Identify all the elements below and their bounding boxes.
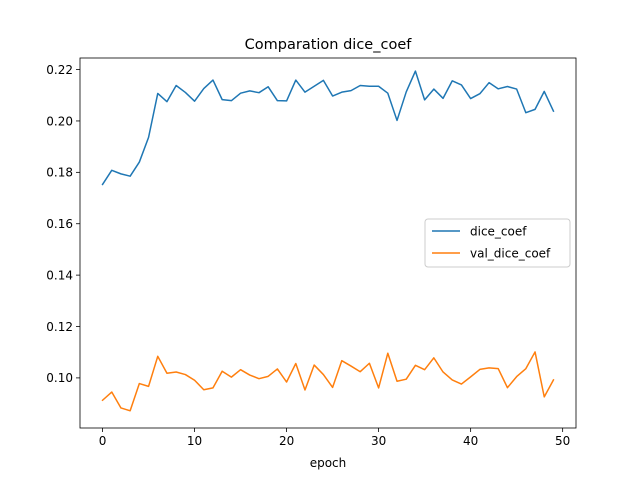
y-tick-label: 0.18 xyxy=(46,166,73,180)
x-tick-label: 50 xyxy=(555,434,570,448)
legend-box xyxy=(424,218,571,268)
x-tick-label: 20 xyxy=(279,434,294,448)
y-tick-label: 0.10 xyxy=(46,371,73,385)
plot-area xyxy=(101,70,555,412)
legend-label-val-dice-coef: val_dice_coef xyxy=(470,247,551,261)
y-tick-label: 0.16 xyxy=(46,217,73,231)
x-tick-label: 30 xyxy=(371,434,386,448)
y-axis: 0.10 0.12 0.14 0.16 0.18 0.20 0.22 xyxy=(46,63,80,385)
x-axis: 0 10 20 30 40 50 xyxy=(99,428,570,448)
x-tick-label: 0 xyxy=(99,434,107,448)
series-line-dice-coef xyxy=(101,70,555,186)
y-tick-label: 0.20 xyxy=(46,114,73,128)
x-tick-label: 40 xyxy=(463,434,478,448)
chart-title: Comparation dice_coef xyxy=(245,37,413,53)
y-tick-label: 0.22 xyxy=(46,63,73,77)
y-tick-label: 0.12 xyxy=(46,320,73,334)
y-tick-label: 0.14 xyxy=(46,268,73,282)
series-line-val-dice-coef xyxy=(101,351,555,412)
legend-label-dice-coef: dice_coef xyxy=(470,225,527,239)
x-axis-label: epoch xyxy=(310,456,347,470)
axes-frame xyxy=(79,57,577,429)
x-tick-label: 10 xyxy=(187,434,202,448)
legend: dice_coef val_dice_coef xyxy=(424,218,571,268)
